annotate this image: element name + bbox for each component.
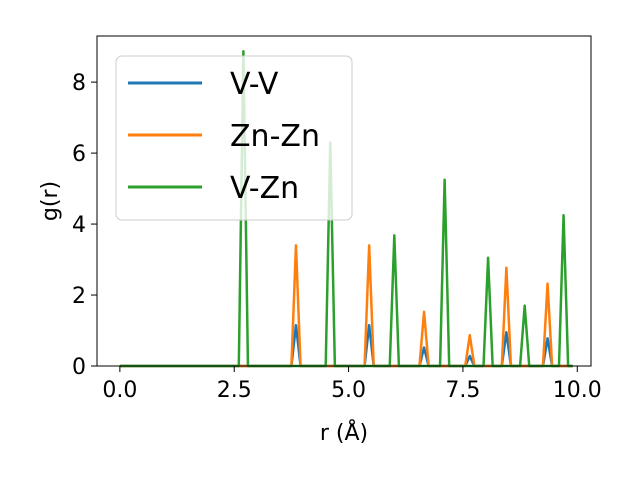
- y-tick-label: 8: [72, 71, 86, 96]
- plot-area-frame: [96, 35, 592, 367]
- legend-label: V-Zn: [230, 171, 299, 206]
- y-tick-label: 6: [72, 142, 86, 167]
- x-tick-label: 7.5: [445, 378, 480, 403]
- x-tick-label: 5.0: [331, 378, 366, 403]
- legend-label: Zn-Zn: [230, 119, 320, 154]
- y-tick-label: 0: [72, 355, 86, 380]
- x-axis-label: r (Å): [320, 419, 368, 446]
- x-tick-label: 0.0: [102, 378, 137, 403]
- y-axis-label: g(r): [38, 181, 63, 221]
- legend-label: V-V: [230, 67, 279, 102]
- x-tick-label: 2.5: [217, 378, 252, 403]
- y-tick-label: 4: [72, 213, 86, 238]
- y-tick-label: 2: [72, 284, 86, 309]
- x-tick-label: 10.0: [553, 378, 602, 403]
- legend-box: [115, 55, 353, 221]
- legend: V-V Zn-Zn V-Zn: [115, 55, 353, 221]
- ticks-layer: 0.0 2.5 5.0 7.5 10.0 0 2 4 6 8: [72, 71, 602, 403]
